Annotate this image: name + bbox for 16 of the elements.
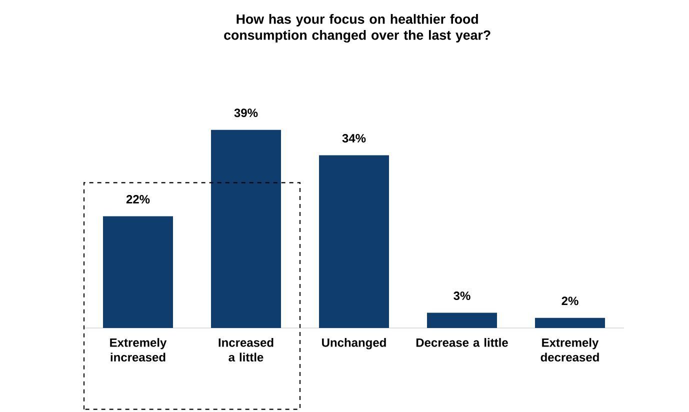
- bar: [211, 130, 282, 328]
- bar: [319, 155, 390, 328]
- x-tick-label: Increased a little: [218, 338, 274, 362]
- bar: [535, 318, 605, 328]
- data-label: 34%: [342, 134, 366, 143]
- x-tick-label: Unchanged: [322, 338, 386, 350]
- x-tick-label: Extremely decreased: [540, 338, 599, 362]
- bar: [103, 216, 174, 328]
- data-label: 22%: [126, 195, 150, 204]
- x-tick-label: Extremely increased: [110, 338, 167, 362]
- data-label: 3%: [454, 292, 470, 300]
- x-tick-label: Decrease a little: [416, 338, 508, 347]
- chart-title: How has your focus on healthier food consumption changed over the last year?: [224, 14, 490, 43]
- data-label: 2%: [562, 296, 578, 306]
- bar: [427, 312, 497, 328]
- data-label: 39%: [234, 108, 258, 118]
